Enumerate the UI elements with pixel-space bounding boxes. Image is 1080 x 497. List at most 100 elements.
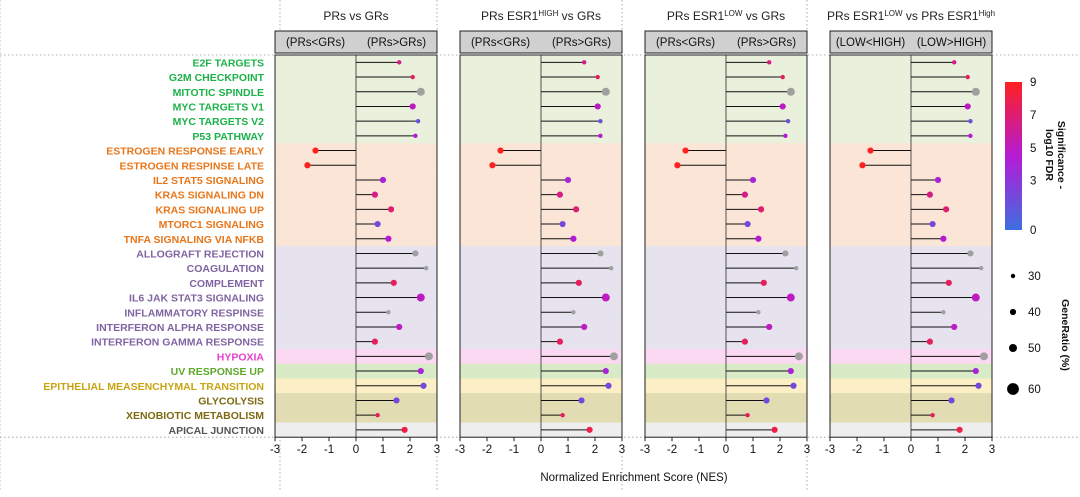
x-tick-label: 0 <box>908 444 914 456</box>
lollipop-point <box>859 162 866 169</box>
x-tick-label: 3 <box>804 444 810 456</box>
lollipop-point <box>786 87 795 96</box>
color-legend-tick: 7 <box>1030 110 1036 122</box>
size-legend-dot <box>1009 344 1017 352</box>
lollipop-point <box>601 293 610 302</box>
lollipop-point <box>758 206 765 213</box>
x-tick-label: 1 <box>750 444 756 456</box>
lollipop-point <box>415 118 421 124</box>
x-tick-label: -1 <box>879 444 889 456</box>
pathway-label: MYC TARGETS V2 <box>173 116 265 128</box>
x-tick-label: 0 <box>723 444 729 456</box>
lollipop-point <box>956 426 963 433</box>
lollipop-point <box>601 87 610 96</box>
title-superscript: LOW <box>724 9 743 18</box>
color-legend-tick: 3 <box>1030 176 1036 188</box>
panel-header-right: (LOW>HIGH) <box>917 37 986 49</box>
x-tick-label: -2 <box>482 444 492 456</box>
lollipop-point <box>794 352 803 361</box>
lollipop-point <box>375 412 380 418</box>
pathway-label: E2F TARGETS <box>192 57 264 69</box>
pathway-label: COMPLEMENT <box>189 278 264 290</box>
pathway-label: KRAS SIGNALING DN <box>155 190 264 202</box>
panel-header-box <box>459 30 623 54</box>
lollipop-point <box>785 118 791 124</box>
pathway-label: MITOTIC SPINDLE <box>173 87 264 99</box>
pathway-label: ESTROGEN RESPONSE EARLY <box>106 146 264 158</box>
lollipop-point <box>755 235 762 242</box>
pathway-label: G2M CHECKPOINT <box>169 72 265 84</box>
panel-title: PRs ESR1LOW vs GRs <box>667 9 785 24</box>
lollipop-point <box>560 412 565 418</box>
lollipop-point <box>570 235 577 242</box>
color-legend-tick: 9 <box>1030 77 1036 89</box>
lollipop-point <box>783 133 788 139</box>
lollipop-point <box>571 310 576 315</box>
pathway-label: IL6 JAK STAT3 SIGNALING <box>129 293 264 305</box>
lollipop-point <box>597 250 604 257</box>
lollipop-point <box>573 206 580 213</box>
lollipop-point <box>786 293 795 302</box>
x-tick-label: 3 <box>619 444 625 456</box>
lollipop-point <box>766 323 773 331</box>
lollipop-point <box>780 74 785 80</box>
color-legend-title-line: Significance - <box>1055 121 1067 190</box>
panel-title: PRs vs GRs <box>323 9 388 23</box>
lollipop-point <box>926 338 934 345</box>
lollipop-point <box>595 74 600 80</box>
x-tick-label: -2 <box>297 444 307 456</box>
pathway-label: HYPOXIA <box>217 351 265 363</box>
size-legend-title: GeneRatio (%) <box>1059 299 1071 371</box>
lollipop-point <box>559 220 566 228</box>
lollipop-point <box>598 118 603 124</box>
lollipop-point <box>940 235 947 242</box>
color-legend-tick: 0 <box>1030 225 1036 237</box>
pathway-label: INFLAMMATORY RESPINSE <box>124 307 264 319</box>
panel-header-left: (PRs<GRs) <box>656 37 715 49</box>
color-legend-bar <box>1005 82 1022 230</box>
lollipop-point <box>972 367 979 375</box>
lollipop-point <box>968 118 973 124</box>
lollipop-point <box>390 279 397 286</box>
lollipop-point <box>609 265 614 271</box>
lollipop-point <box>979 265 984 271</box>
title-text: PRs ESR1 <box>827 9 885 23</box>
x-tick-label: 2 <box>407 444 413 456</box>
pathway-label: GLYCOLYSIS <box>198 395 264 407</box>
lollipop-point <box>602 367 609 375</box>
pathway-label: UV RESPONSE UP <box>171 366 264 378</box>
lollipop-point <box>934 176 942 184</box>
x-tick-label: -1 <box>324 444 334 456</box>
pathway-label: XENOBIOTIC METABOLISM <box>126 410 264 422</box>
pathway-label: KRAS SIGNALING UP <box>155 204 264 216</box>
size-legend-label: 60 <box>1028 384 1041 396</box>
color-legend-title-line: log10 FDR <box>1043 129 1055 181</box>
size-legend-label: 40 <box>1028 307 1041 319</box>
lollipop-point <box>926 191 934 198</box>
x-tick-label: 3 <box>434 444 440 456</box>
lollipop-point <box>393 397 400 404</box>
title-text: PRs ESR1 <box>481 9 539 23</box>
pathway-label: ALLOGRAFT REJECTION <box>136 248 264 260</box>
title-text: vs PRs ESR1 <box>903 9 979 23</box>
x-tick-label: 1 <box>565 444 571 456</box>
panel-title: PRs ESR1LOW vs PRs ESR1High <box>827 9 995 24</box>
lollipop-point <box>948 397 955 404</box>
lollipop-point <box>413 133 418 139</box>
lollipop-point <box>564 176 572 184</box>
size-legend-dot <box>1007 383 1019 395</box>
lollipop-point <box>581 323 588 331</box>
lollipop-point <box>771 426 778 433</box>
lollipop-point <box>598 133 603 139</box>
lollipop-point <box>424 265 429 271</box>
lollipop-point <box>930 412 935 418</box>
x-tick-label: -2 <box>667 444 677 456</box>
lollipop-point <box>417 367 424 375</box>
panel-4: (LOW<HIGH) (LOW>HIGH) PRs ESR1LOW vs PRs E… <box>825 9 995 457</box>
pathway-label: MTORC1 SIGNALING <box>159 219 264 231</box>
lollipop-point <box>397 60 402 65</box>
title-superscript: High <box>979 9 995 18</box>
lollipop-point <box>756 310 761 315</box>
pathway-label: ESTROGEN RESPINSE LATE <box>120 160 265 172</box>
lollipop-point <box>386 310 391 315</box>
